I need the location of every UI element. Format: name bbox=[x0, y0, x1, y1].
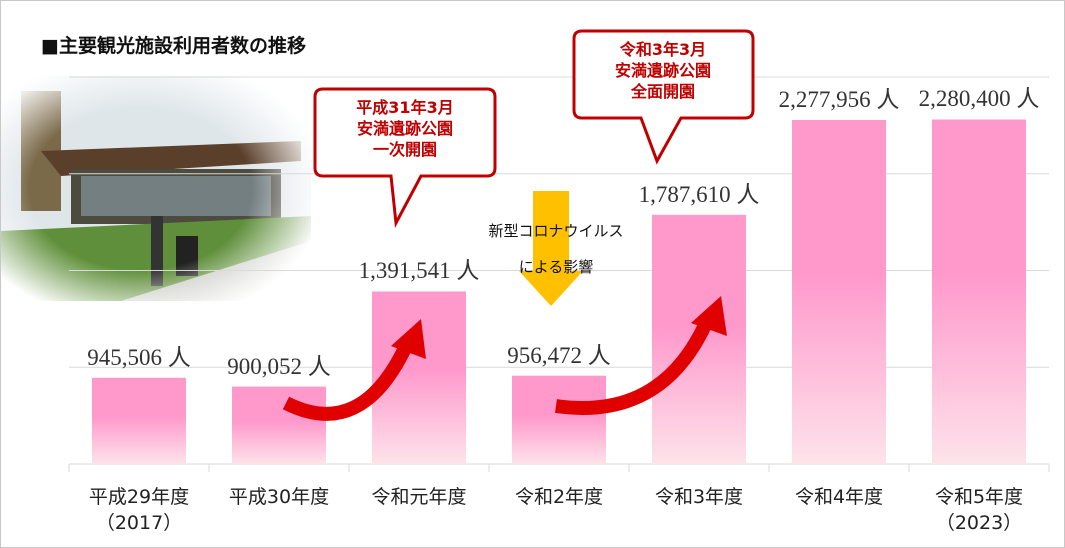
value-label: 900,052 人 bbox=[189, 347, 369, 381]
callout-text: 平成31年3月 安満遺跡公園 一次開園 bbox=[315, 97, 495, 160]
bar bbox=[232, 387, 326, 464]
chart-title: ■主要観光施設利用者数の推移 bbox=[41, 31, 306, 58]
x-tick-label: 令和元年度 bbox=[349, 484, 489, 510]
x-tick-label: 令和3年度 bbox=[629, 484, 769, 510]
x-tick-label: 平成29年度 （2017） bbox=[69, 484, 209, 536]
park-photo bbox=[1, 76, 311, 301]
page: ■主要観光施設利用者数の推移 平成31年3月 安満遺跡公園 一次開園 令和3年3… bbox=[0, 0, 1065, 548]
x-tick-label: 令和2年度 bbox=[489, 484, 629, 510]
value-label: 956,472 人 bbox=[469, 336, 649, 370]
bar bbox=[512, 376, 606, 464]
value-label: 1,391,541 人 bbox=[329, 251, 509, 285]
bar bbox=[792, 120, 886, 464]
x-tick-label: 平成30年度 bbox=[209, 484, 349, 510]
bar bbox=[92, 378, 186, 464]
value-label: 1,787,610 人 bbox=[609, 175, 789, 209]
bar bbox=[932, 119, 1026, 464]
callout-text: 令和3年3月 安満遺跡公園 全面開園 bbox=[573, 39, 753, 102]
x-tick-label: 令和4年度 bbox=[769, 484, 909, 510]
value-label: 2,280,400 人 bbox=[889, 79, 1065, 113]
x-tick-label: 令和5年度 （2023） bbox=[909, 484, 1049, 536]
